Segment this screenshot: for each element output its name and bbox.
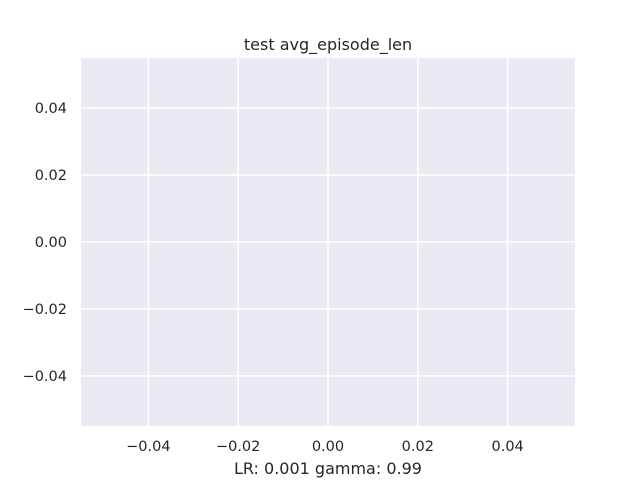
- grid: [81, 58, 575, 426]
- x-tick-label: −0.02: [216, 439, 260, 455]
- chart-title: test avg_episode_len: [244, 35, 412, 55]
- y-tick-label: 0.02: [35, 168, 67, 184]
- y-tick-label: −0.02: [23, 302, 67, 318]
- x-tick-label: −0.04: [126, 439, 170, 455]
- x-tick-labels: −0.04 −0.02 0.00 0.02 0.04: [126, 439, 524, 455]
- x-tick-label: 0.02: [402, 439, 434, 455]
- y-tick-label: −0.04: [23, 369, 67, 385]
- x-tick-label: 0.00: [312, 439, 344, 455]
- y-tick-labels: 0.04 0.02 0.00 −0.02 −0.04: [23, 101, 67, 385]
- y-tick-label: 0.04: [35, 101, 67, 117]
- x-tick-label: 0.04: [491, 439, 523, 455]
- y-tick-label: 0.00: [35, 235, 67, 251]
- x-axis-label: LR: 0.001 gamma: 0.99: [234, 459, 422, 478]
